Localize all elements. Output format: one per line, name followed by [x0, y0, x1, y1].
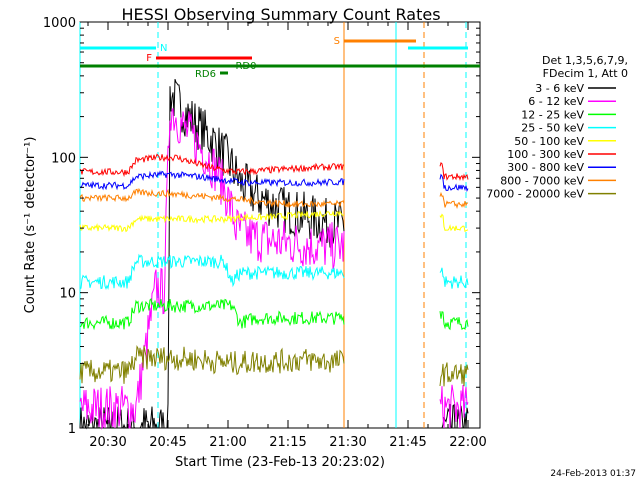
legend-entry-label: 25 - 50 keV: [521, 122, 584, 135]
x-tick-label: 21:00: [209, 435, 246, 450]
series-line: [79, 170, 345, 191]
axis-ticks: 20:30 20:45 21:00 21:15 21:30 21:45 22:00 1 10 10…: [43, 16, 487, 450]
series-line: [79, 108, 345, 430]
legend-header: FDecim 1, Att 0: [543, 67, 628, 80]
legend-entry-label: 300 - 800 keV: [507, 161, 584, 174]
legend-entry-label: 12 - 25 keV: [521, 108, 584, 121]
legend-entry-label: 7000 - 20000 keV: [486, 188, 584, 201]
series-line: [79, 297, 345, 331]
series-line: [79, 79, 345, 430]
x-tick-label: 21:30: [329, 435, 366, 450]
series-line: [439, 362, 469, 387]
legend-entry-label: 800 - 7000 keV: [500, 174, 584, 187]
series-line: [79, 209, 345, 233]
series-line: [439, 161, 469, 182]
legend-entry-label: 6 - 12 keV: [528, 95, 584, 108]
x-tick-label: 20:45: [149, 435, 186, 450]
series-line: [439, 191, 469, 210]
legend-entry-label: 100 - 300 keV: [507, 148, 584, 161]
flag-bar-label: F: [146, 53, 152, 64]
legend: Det 1,3,5,6,7,9,FDecim 1, Att 0 3 - 6 keV…: [486, 54, 628, 201]
flag-bar-label: RD0: [235, 61, 256, 72]
legend-header: Det 1,3,5,6,7,9,: [542, 54, 628, 67]
flag-bar-label: N: [160, 43, 167, 54]
x-tick-label: 21:15: [269, 435, 306, 450]
legend-entry-label: 50 - 100 keV: [514, 135, 584, 148]
x-tick-label: 22:00: [449, 435, 486, 450]
x-tick-label: 21:45: [389, 435, 426, 450]
series-line: [79, 253, 345, 291]
flag-bar-label: S: [334, 36, 340, 47]
y-tick-label: 1000: [43, 16, 76, 31]
y-tick-label: 1: [68, 422, 76, 437]
series-lines: [79, 79, 469, 430]
flag-bar-label: RD6: [195, 69, 216, 80]
series-line: [439, 213, 469, 233]
flag-bars: NF RD0 RD6 S: [80, 36, 480, 80]
series-line: [439, 384, 469, 429]
series-line: [79, 187, 345, 208]
y-tick-label: 100: [51, 151, 76, 166]
series-line: [439, 267, 469, 289]
series-line: [79, 344, 345, 384]
y-tick-label: 10: [59, 287, 76, 302]
x-tick-label: 20:30: [89, 435, 126, 450]
legend-entry-label: 3 - 6 keV: [535, 82, 584, 95]
series-line: [439, 311, 469, 331]
footer-timestamp: 24-Feb-2013 01:37: [550, 469, 636, 479]
y-axis-label: Count Rate (s⁻¹ detector⁻¹): [23, 137, 38, 314]
series-line: [439, 173, 469, 193]
x-axis-label: Start Time (23-Feb-13 20:23:02): [175, 455, 385, 470]
chart-title: HESSI Observing Summary Count Rates: [121, 5, 440, 24]
series-line: [79, 153, 345, 178]
